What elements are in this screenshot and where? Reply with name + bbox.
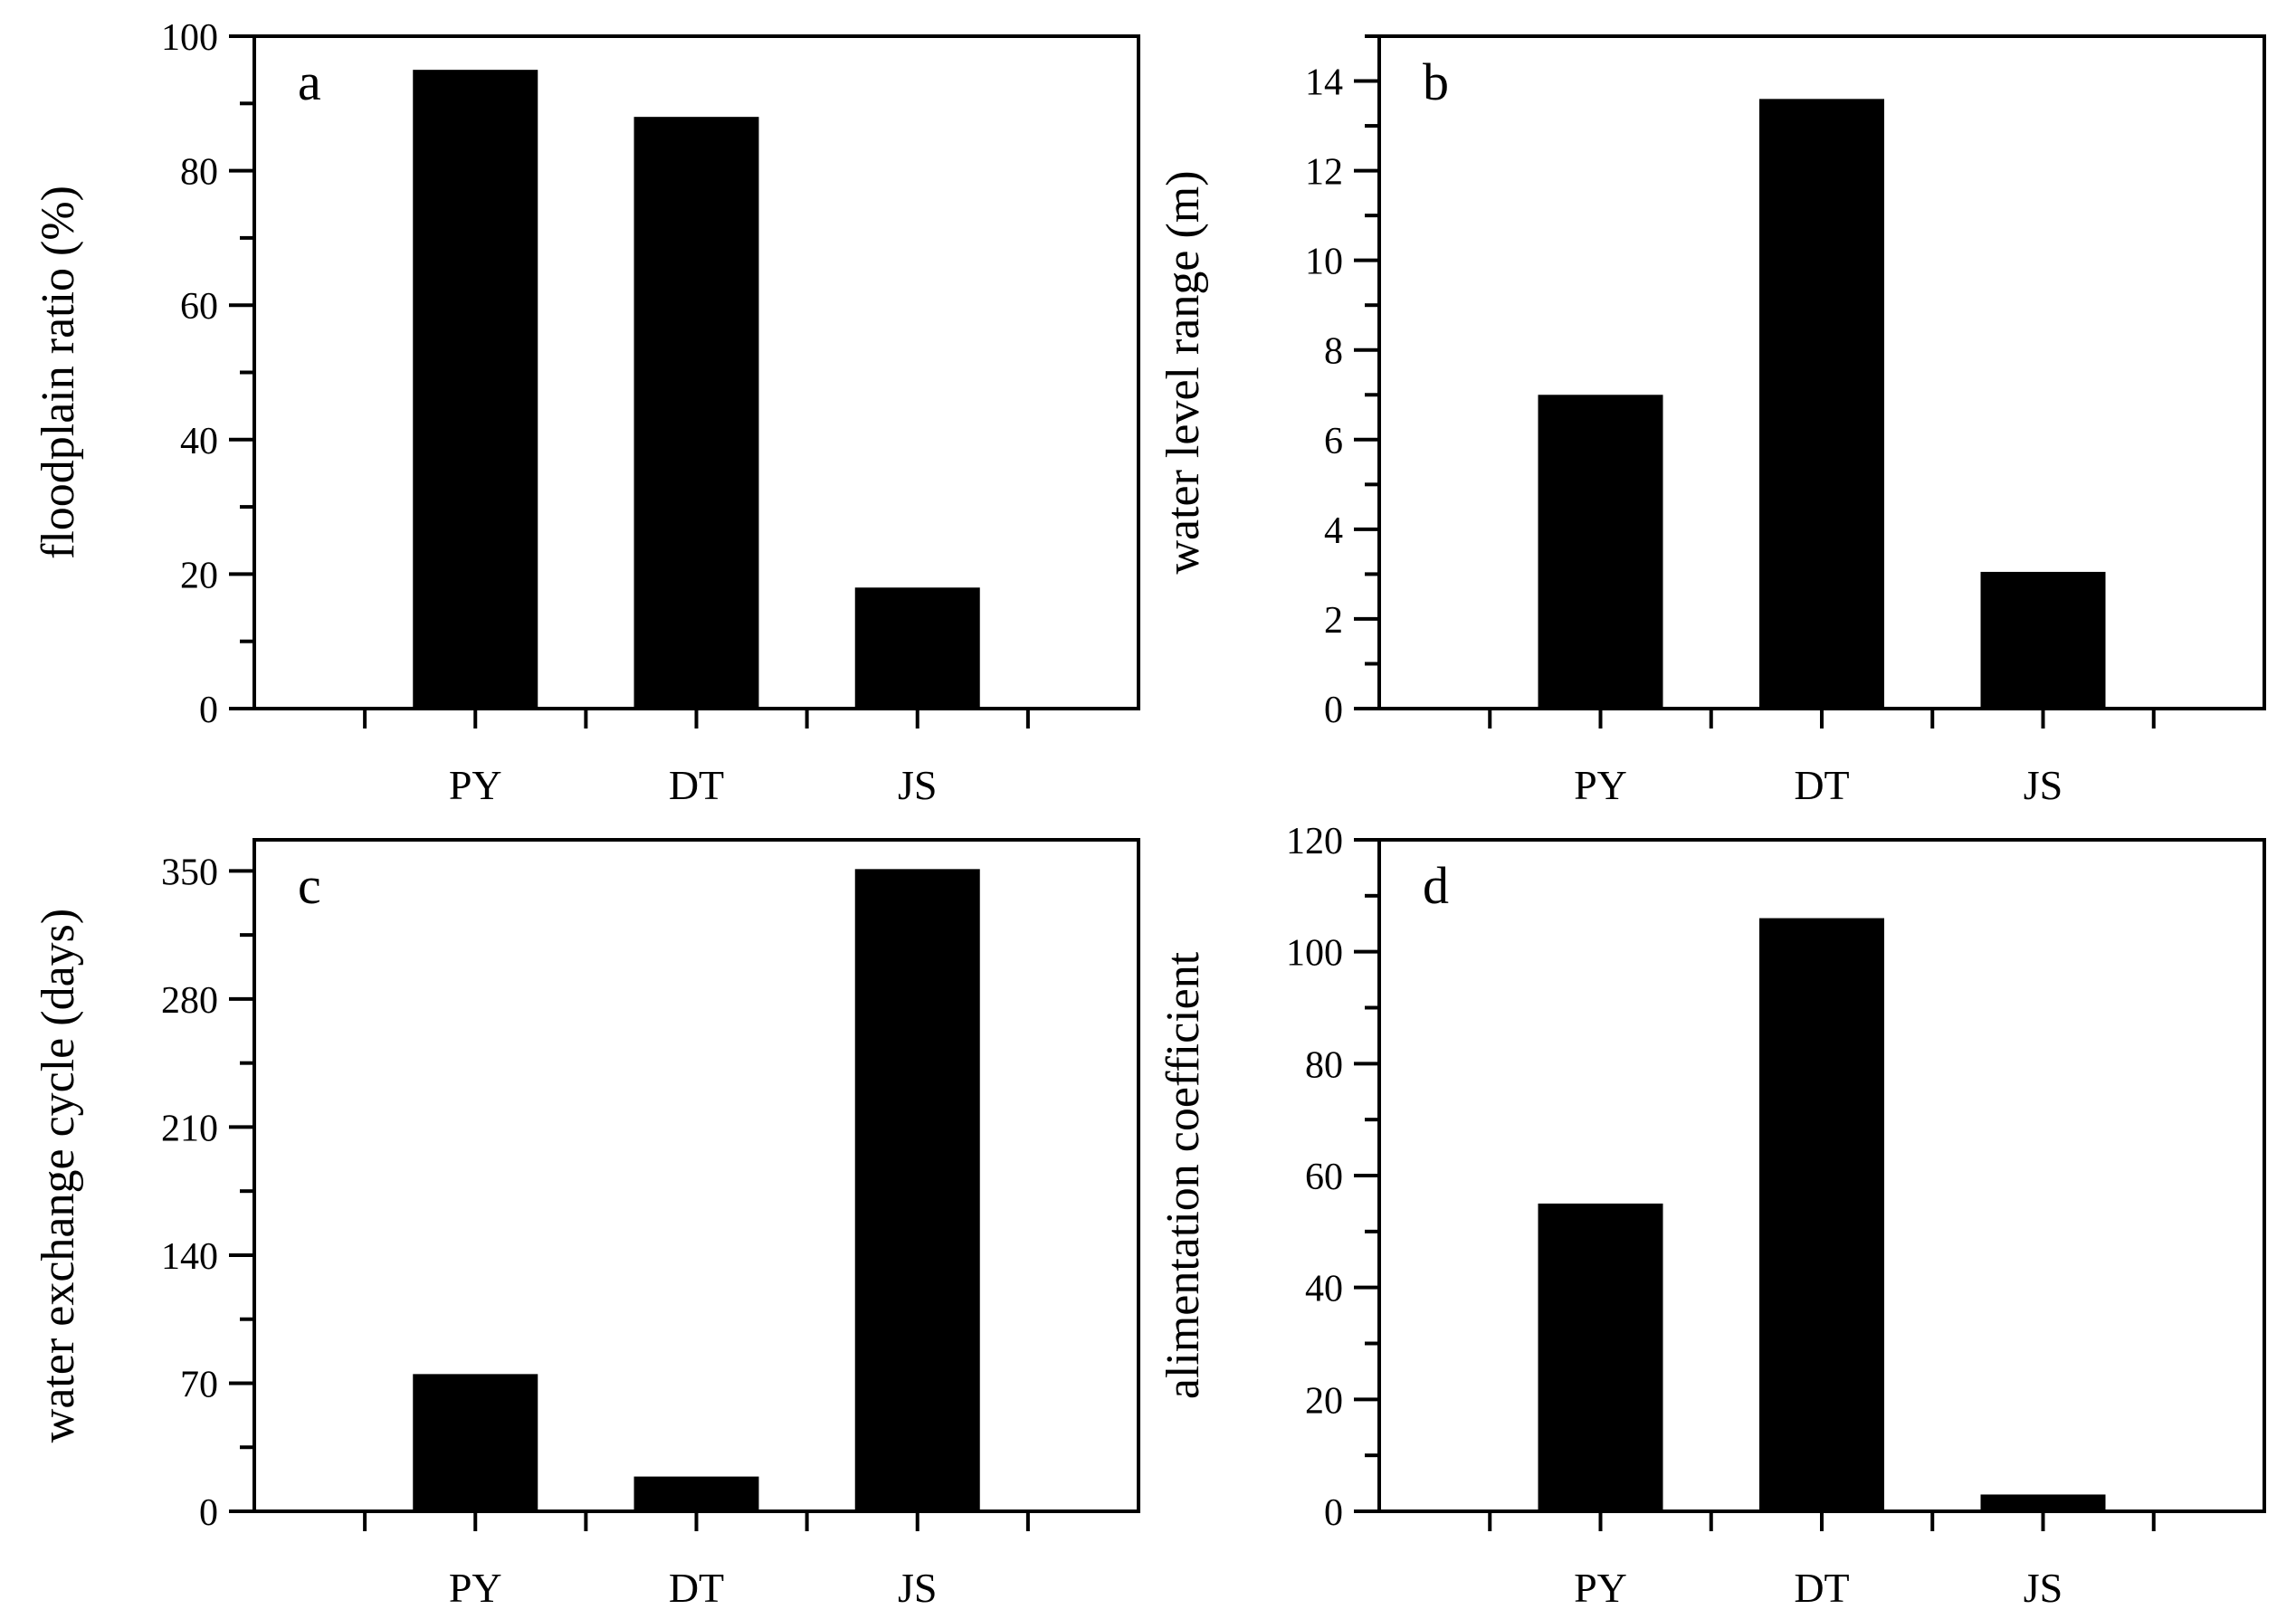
bar-a-dt (634, 117, 759, 709)
x-category-label-c: PY (449, 1565, 502, 1611)
y-tick-label-d: 80 (1305, 1044, 1343, 1086)
bar-d-dt (1759, 918, 1884, 1511)
x-category-label-d: PY (1574, 1565, 1627, 1611)
panel-letter-c: c (298, 856, 321, 915)
bar-b-dt (1759, 99, 1884, 709)
y-axis-title-a: floodplain ratio (%) (33, 186, 84, 559)
bar-b-js (1980, 571, 2106, 709)
y-tick-label-a: 0 (199, 690, 218, 731)
y-tick-label-a: 100 (161, 17, 218, 59)
y-tick-label-d: 20 (1305, 1380, 1343, 1422)
panel-a: 0 20 40 60 80 100 PY DT JS floodplain ratio (%) a (33, 17, 1140, 808)
y-tick-label-b: 4 (1324, 510, 1343, 552)
bar-c-py (413, 1374, 538, 1511)
y-tick-label-c: 350 (161, 852, 218, 893)
y-tick-label-d: 40 (1305, 1269, 1343, 1310)
bar-b-py (1538, 395, 1663, 709)
y-tick-label-c: 210 (161, 1108, 218, 1149)
y-tick-label-d: 120 (1286, 821, 1343, 862)
y-tick-label-c: 70 (180, 1364, 218, 1405)
y-tick-label-b: 12 (1305, 152, 1343, 194)
y-tick-label-b: 2 (1324, 600, 1343, 642)
bar-a-js (854, 587, 980, 709)
panel-c: 0 70 140 210 280 350 PY DT JS water exchange cycl… (33, 838, 1140, 1611)
y-tick-label-b: 6 (1324, 421, 1343, 462)
y-tick-label-c: 280 (161, 980, 218, 1022)
panel-letter-a: a (298, 52, 321, 111)
x-category-label-c: JS (898, 1565, 937, 1611)
y-tick-label-c: 140 (161, 1236, 218, 1278)
y-tick-label-d: 100 (1286, 933, 1343, 975)
y-tick-label-a: 20 (180, 555, 218, 596)
panel-b: 0 2 4 6 8 10 12 14 PY DT JS water level range (m) b (1158, 34, 2266, 808)
y-tick-label-b: 10 (1305, 242, 1343, 283)
x-category-label-a: DT (669, 762, 724, 808)
bar-c-dt (634, 1476, 759, 1511)
y-tick-label-a: 60 (180, 286, 218, 328)
x-category-label-a: PY (449, 762, 502, 808)
panel-d: 0 20 40 60 80 100 120 PY DT JS alimentation coeffi… (1158, 821, 2266, 1611)
x-category-label-a: JS (898, 762, 937, 808)
x-category-label-c: DT (669, 1565, 724, 1611)
x-category-label-d: JS (2024, 1565, 2063, 1611)
y-axis-title-b: water level range (m) (1158, 170, 1209, 574)
x-category-label-d: DT (1794, 1565, 1849, 1611)
y-tick-label-b: 14 (1305, 62, 1343, 104)
panel-letter-d: d (1423, 856, 1449, 915)
x-category-label-b: DT (1794, 762, 1849, 808)
y-tick-label-a: 40 (180, 421, 218, 462)
plot-frame-c (252, 838, 1140, 1513)
bar-c-js (854, 869, 980, 1511)
panel-letter-b: b (1423, 52, 1449, 111)
y-tick-label-b: 8 (1324, 331, 1343, 373)
bar-d-js (1980, 1494, 2106, 1511)
x-category-label-b: JS (2024, 762, 2063, 808)
y-tick-label-b: 0 (1324, 690, 1343, 731)
y-tick-label-c: 0 (199, 1492, 218, 1534)
y-tick-label-d: 60 (1305, 1157, 1343, 1198)
x-category-label-b: PY (1574, 762, 1627, 808)
bar-a-py (413, 70, 538, 709)
y-axis-title-d: alimentation coefficient (1158, 951, 1209, 1399)
bar-d-py (1538, 1203, 1663, 1511)
y-axis-title-c: water exchange cycle (days) (33, 909, 84, 1443)
y-tick-label-d: 0 (1324, 1492, 1343, 1534)
y-tick-label-a: 80 (180, 152, 218, 194)
